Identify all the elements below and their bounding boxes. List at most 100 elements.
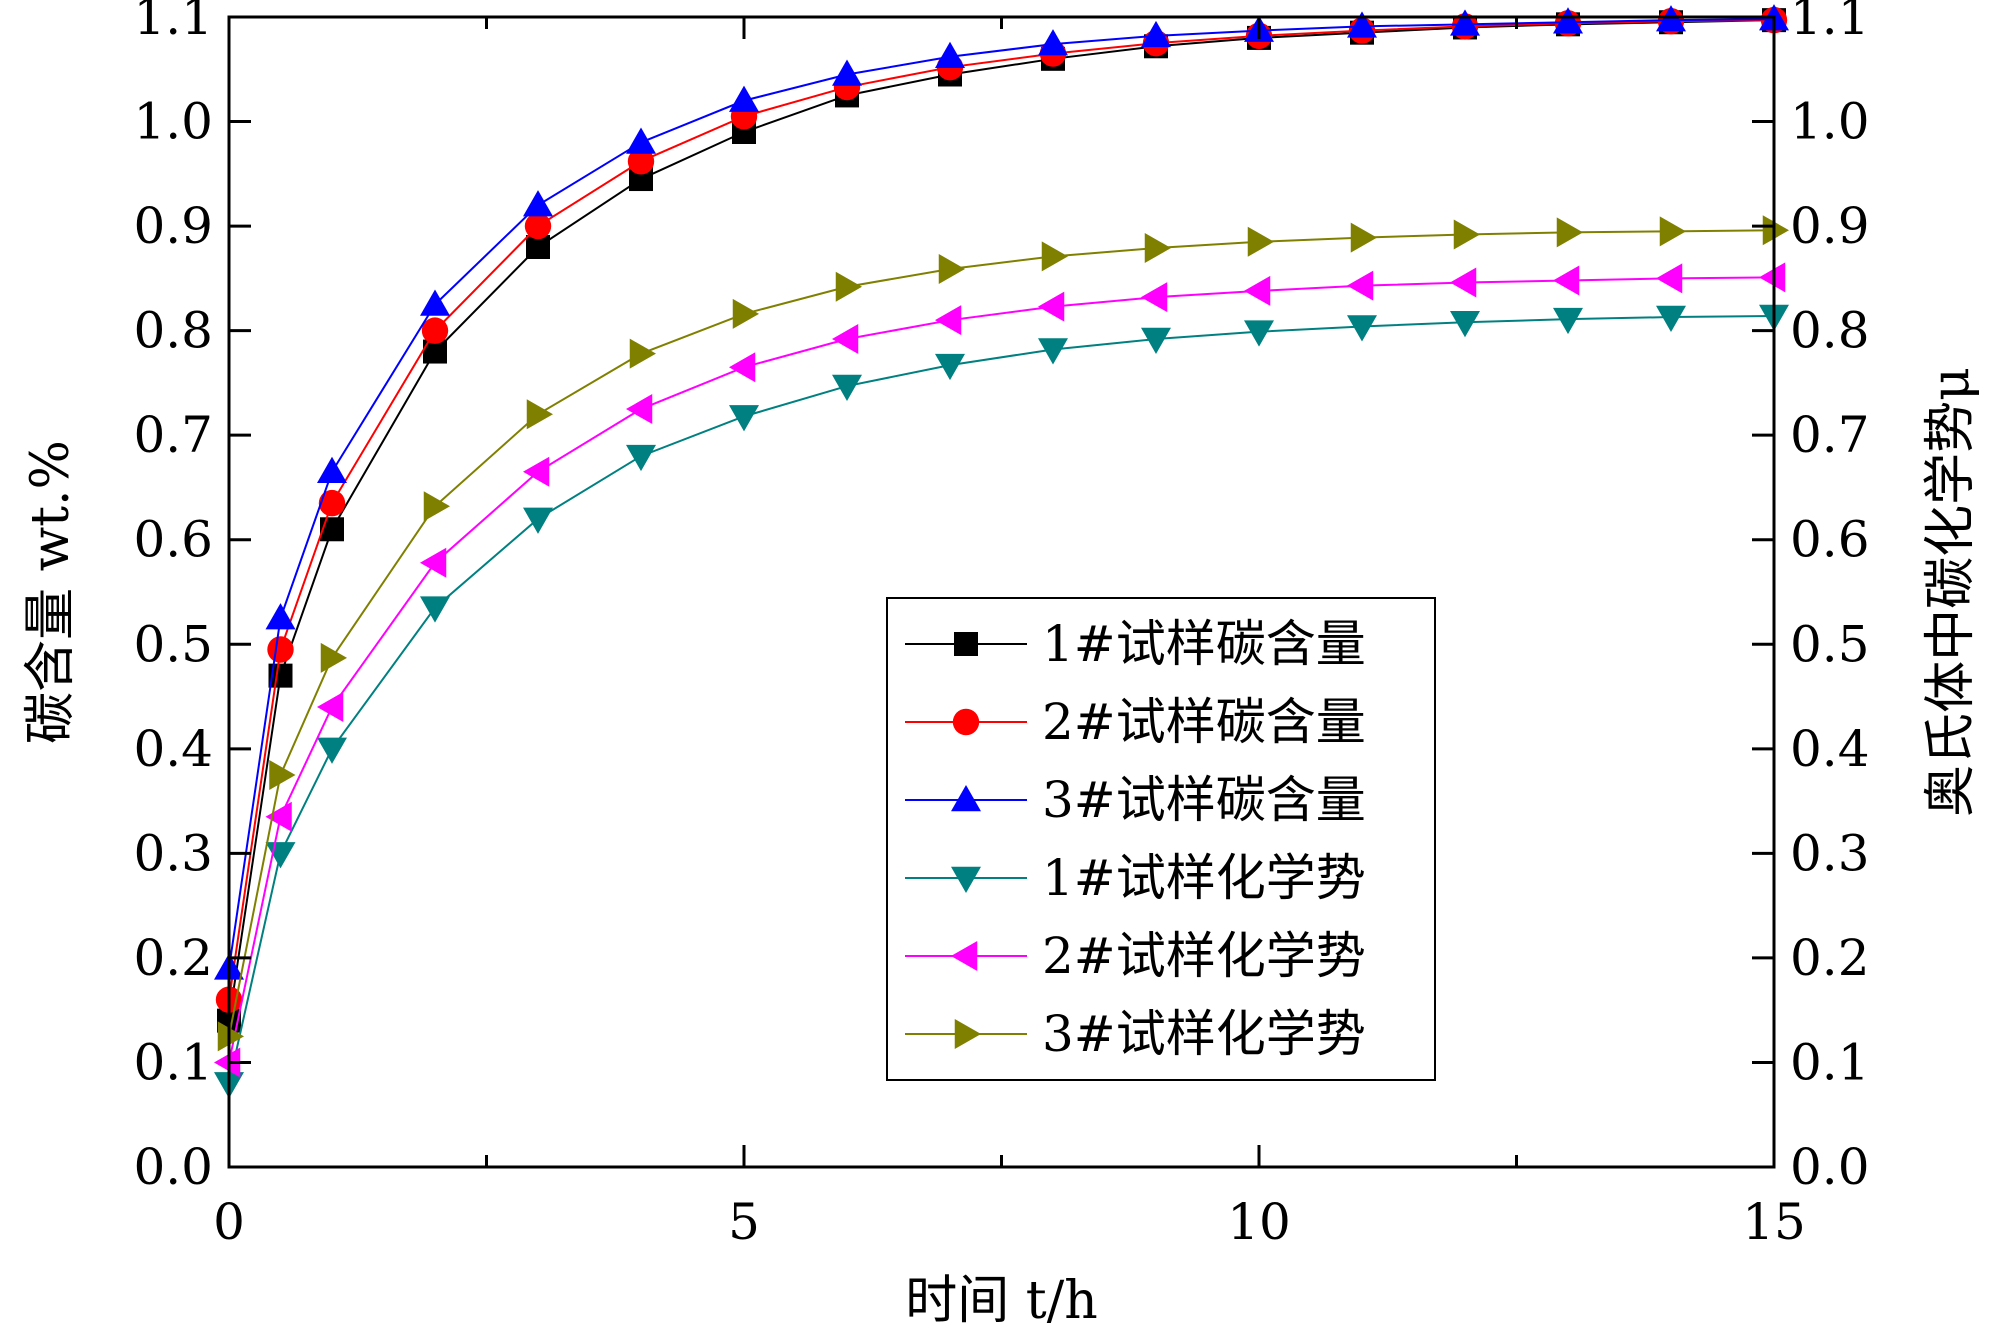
data-point bbox=[1453, 219, 1480, 250]
data-point bbox=[320, 642, 347, 673]
data-point bbox=[732, 298, 759, 329]
y-tick-label: 0.3 bbox=[133, 824, 213, 882]
legend-item: 2#试样碳含量 bbox=[905, 693, 1366, 751]
data-point bbox=[626, 394, 653, 425]
data-point bbox=[935, 353, 965, 381]
data-point bbox=[1038, 29, 1068, 56]
y2-tick-label: 0.5 bbox=[1790, 615, 1870, 673]
y-tick-label: 0.2 bbox=[133, 929, 213, 987]
y-tick-label: 0.9 bbox=[133, 197, 213, 255]
y-tick-label: 0.1 bbox=[133, 1033, 213, 1091]
y-tick-label: 0.8 bbox=[133, 302, 213, 360]
y2-tick-label: 0.0 bbox=[1790, 1138, 1870, 1196]
legend-marker bbox=[954, 1019, 981, 1049]
data-point bbox=[1556, 217, 1583, 248]
data-point bbox=[317, 456, 347, 484]
y2-tick-label: 0.2 bbox=[1790, 929, 1870, 987]
data-point bbox=[729, 405, 759, 432]
legend-label: 2#试样化学势 bbox=[1042, 927, 1366, 985]
data-point bbox=[1762, 215, 1789, 246]
y-tick-label: 0.4 bbox=[133, 720, 213, 778]
data-point bbox=[629, 338, 656, 369]
y2-tick-label: 0.8 bbox=[1790, 302, 1870, 360]
data-point bbox=[1038, 338, 1068, 365]
x-tick-label: 15 bbox=[1742, 1193, 1806, 1251]
data-point bbox=[1450, 9, 1480, 36]
legend-marker bbox=[951, 941, 978, 971]
data-point bbox=[1450, 311, 1480, 338]
data-point bbox=[523, 456, 550, 487]
y2-tick-label: 0.1 bbox=[1790, 1033, 1870, 1091]
data-point bbox=[524, 212, 552, 240]
y2-tick-label: 1.1 bbox=[1790, 0, 1870, 46]
data-point bbox=[318, 489, 346, 517]
legend-box bbox=[886, 597, 1436, 1081]
data-point bbox=[523, 507, 553, 534]
legend-item: 2#试样化学势 bbox=[905, 927, 1366, 985]
data-point bbox=[626, 127, 656, 154]
data-point bbox=[729, 352, 756, 383]
y-tick-label: 0.0 bbox=[133, 1138, 213, 1196]
data-point bbox=[526, 399, 553, 430]
data-point bbox=[1141, 20, 1171, 48]
axes-layer: 0 5 10 150.00.10.20.30.40.50.60.70.80.91.01… bbox=[133, 0, 1869, 1251]
data-point bbox=[1659, 216, 1686, 247]
data-point bbox=[627, 148, 655, 175]
data-point bbox=[935, 305, 962, 336]
legend-marker bbox=[951, 785, 981, 812]
x-tick-label: 10 bbox=[1227, 1193, 1291, 1251]
y2-tick-label: 0.9 bbox=[1790, 197, 1870, 255]
legend-marker bbox=[954, 632, 978, 656]
y-tick-label: 1.1 bbox=[133, 0, 213, 46]
legend-marker bbox=[952, 708, 980, 736]
data-point bbox=[832, 59, 862, 86]
legend: 1#试样碳含量 2#试样碳含量 3#试样碳含量 1#试样化学势 2#试样化学势 3#试样化… bbox=[886, 597, 1436, 1081]
data-point bbox=[1141, 282, 1168, 313]
data-point bbox=[1244, 320, 1274, 347]
data-point bbox=[420, 596, 450, 623]
data-point bbox=[1656, 263, 1683, 294]
legend-item: 3#试样化学势 bbox=[905, 1005, 1366, 1063]
legend-marker bbox=[951, 866, 981, 893]
data-point bbox=[1553, 307, 1583, 335]
y-tick-label: 0.6 bbox=[133, 511, 213, 569]
y-tick-label: 0.5 bbox=[133, 615, 213, 673]
data-point bbox=[1038, 291, 1065, 322]
y2-tick-label: 0.6 bbox=[1790, 511, 1870, 569]
data-point bbox=[832, 324, 859, 354]
y2-tick-label: 1.0 bbox=[1790, 93, 1870, 151]
data-point bbox=[1553, 7, 1583, 34]
series-5 bbox=[214, 262, 1786, 1078]
data-point bbox=[935, 41, 965, 68]
data-point bbox=[1553, 265, 1580, 296]
data-point bbox=[267, 636, 294, 663]
data-point bbox=[523, 190, 553, 217]
data-point bbox=[626, 444, 656, 472]
legend-label: 3#试样化学势 bbox=[1042, 1005, 1366, 1063]
y2-axis-title: 奥氏体中碳化学势μ bbox=[1921, 367, 1981, 817]
data-point bbox=[1247, 226, 1274, 257]
data-point bbox=[423, 491, 450, 522]
data-point bbox=[1141, 327, 1171, 354]
data-point bbox=[317, 737, 347, 764]
data-point bbox=[1347, 315, 1377, 342]
y2-tick-label: 0.3 bbox=[1790, 824, 1870, 882]
x-tick-label: 0 bbox=[213, 1193, 245, 1251]
data-point bbox=[269, 759, 296, 790]
data-point bbox=[835, 271, 862, 302]
data-point bbox=[1347, 270, 1374, 301]
legend-label: 1#试样化学势 bbox=[1042, 849, 1366, 907]
y-tick-label: 1.0 bbox=[133, 93, 213, 151]
data-point bbox=[938, 253, 965, 284]
legend-item: 1#试样碳含量 bbox=[905, 615, 1366, 673]
data-point bbox=[1450, 267, 1477, 298]
series-6 bbox=[217, 215, 1789, 1052]
data-point bbox=[217, 1021, 244, 1052]
data-point bbox=[729, 85, 759, 112]
data-point bbox=[1041, 241, 1068, 272]
data-point bbox=[421, 317, 449, 344]
legend-label: 3#试样碳含量 bbox=[1042, 771, 1366, 829]
data-point bbox=[1244, 275, 1271, 306]
data-point bbox=[1656, 305, 1686, 333]
